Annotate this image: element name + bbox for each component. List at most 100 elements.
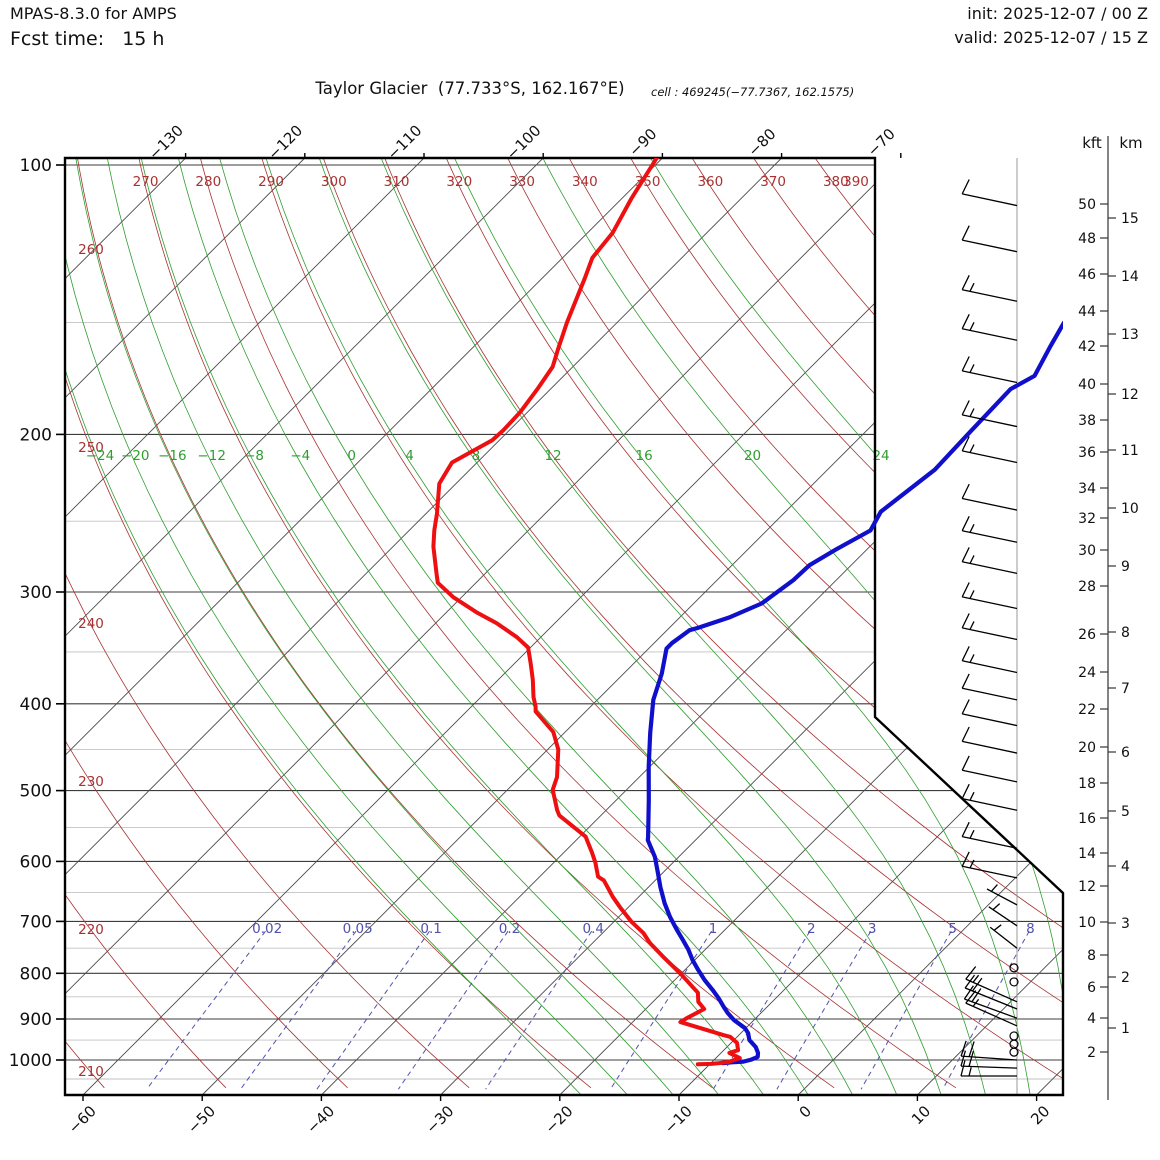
svg-text:24: 24	[872, 448, 889, 464]
svg-text:20: 20	[1027, 1102, 1053, 1128]
height-axis: kft km50484644424038363432302826242220181…	[1078, 134, 1143, 1100]
svg-text:250: 250	[78, 440, 104, 456]
svg-text:300: 300	[20, 583, 52, 603]
svg-text:18: 18	[1078, 776, 1096, 792]
cell-note: cell : 469245(−77.7367, 162.1575)	[651, 85, 855, 99]
svg-text:900: 900	[20, 1010, 52, 1030]
svg-text:0: 0	[796, 1102, 815, 1121]
svg-text:310: 310	[384, 174, 410, 190]
svg-text:34: 34	[1078, 481, 1096, 497]
svg-text:44: 44	[1078, 304, 1096, 320]
svg-text:8: 8	[1087, 948, 1096, 964]
svg-text:0.05: 0.05	[343, 921, 373, 937]
svg-text:370: 370	[760, 174, 786, 190]
svg-text:800: 800	[20, 964, 52, 984]
chart-title: Taylor Glacier (77.733°S, 162.167°E)	[315, 79, 625, 98]
svg-text:1000: 1000	[9, 1051, 52, 1071]
svg-text:−20: −20	[121, 448, 150, 464]
svg-text:14: 14	[1078, 846, 1096, 862]
svg-text:0: 0	[347, 448, 356, 464]
svg-text:24: 24	[1078, 665, 1096, 681]
svg-text:0.1: 0.1	[420, 921, 441, 937]
svg-text:8: 8	[1121, 625, 1130, 641]
temperature-curve	[431, 158, 742, 1067]
svg-text:300: 300	[321, 174, 347, 190]
moist-adiabats	[65, 158, 1063, 1095]
svg-text:230: 230	[78, 774, 104, 790]
model-name: MPAS-8.3.0 for AMPS	[10, 4, 177, 23]
svg-text:500: 500	[20, 782, 52, 802]
svg-text:10: 10	[908, 1102, 934, 1128]
svg-text:600: 600	[20, 852, 52, 872]
svg-text:210: 210	[78, 1064, 104, 1080]
svg-text:50: 50	[1078, 197, 1096, 213]
svg-text:4: 4	[1121, 859, 1130, 875]
sounding-curves	[431, 158, 1063, 1067]
svg-text:26: 26	[1078, 627, 1096, 643]
svg-text:10: 10	[1121, 501, 1139, 517]
svg-text:11: 11	[1121, 443, 1139, 459]
svg-text:−16: −16	[158, 448, 187, 464]
bottom-temperature-axis: −60 −50 −40 −30 −20 −10 0 10 20	[65, 1095, 1053, 1137]
svg-text:1: 1	[709, 921, 718, 937]
svg-text:220: 220	[78, 922, 104, 938]
svg-text:16: 16	[1078, 811, 1096, 827]
svg-text:4: 4	[405, 448, 414, 464]
svg-text:270: 270	[133, 174, 159, 190]
svg-text:−80: −80	[745, 125, 780, 160]
svg-text:13: 13	[1121, 327, 1139, 343]
svg-text:12: 12	[1121, 387, 1139, 403]
svg-text:38: 38	[1078, 413, 1096, 429]
svg-text:0.4: 0.4	[583, 921, 604, 937]
svg-text:20: 20	[1078, 740, 1096, 756]
svg-text:3: 3	[868, 921, 877, 937]
svg-text:36: 36	[1078, 445, 1096, 461]
svg-text:4: 4	[1087, 1011, 1096, 1027]
svg-text:2: 2	[1087, 1045, 1096, 1061]
svg-text:0.2: 0.2	[499, 921, 520, 937]
svg-text:320: 320	[446, 174, 472, 190]
svg-text:−4: −4	[290, 448, 310, 464]
svg-text:14: 14	[1121, 269, 1139, 285]
valid-time: valid: 2025-12-07 / 15 Z	[954, 28, 1148, 47]
svg-text:390: 390	[843, 174, 869, 190]
forecast-time: Fcst time: 15 h	[10, 28, 165, 50]
svg-text:380: 380	[823, 174, 849, 190]
svg-text:1: 1	[1121, 1021, 1130, 1037]
svg-text:16: 16	[636, 448, 653, 464]
svg-text:12: 12	[1078, 879, 1096, 895]
plot-border	[63, 156, 1065, 1097]
svg-text:−30: −30	[422, 1102, 457, 1137]
svg-text:28: 28	[1078, 579, 1096, 595]
svg-text:22: 22	[1078, 702, 1096, 718]
svg-text:330: 330	[509, 174, 535, 190]
svg-text:7: 7	[1121, 681, 1130, 697]
svg-text:32: 32	[1078, 511, 1096, 527]
svg-text:100: 100	[20, 156, 52, 176]
svg-text:30: 30	[1078, 543, 1096, 559]
pressure-gridlines	[65, 164, 1063, 1080]
svg-text:15: 15	[1121, 211, 1139, 227]
svg-text:0.02: 0.02	[252, 921, 282, 937]
svg-text:−20: −20	[542, 1102, 577, 1137]
svg-text:360: 360	[697, 174, 723, 190]
svg-text:280: 280	[195, 174, 221, 190]
svg-text:−90: −90	[625, 125, 660, 160]
svg-text:km: km	[1119, 134, 1142, 152]
svg-text:−70: −70	[864, 125, 899, 160]
svg-text:340: 340	[572, 174, 598, 190]
svg-text:−10: −10	[661, 1102, 696, 1137]
svg-text:12: 12	[544, 448, 561, 464]
svg-text:20: 20	[744, 448, 761, 464]
isotherms	[65, 158, 1063, 1095]
svg-text:3: 3	[1121, 916, 1130, 932]
svg-text:−60: −60	[65, 1102, 100, 1137]
svg-text:−24: −24	[86, 448, 115, 464]
svg-text:5: 5	[1121, 804, 1130, 820]
svg-text:2: 2	[1121, 970, 1130, 986]
svg-text:2: 2	[807, 921, 816, 937]
svg-text:400: 400	[20, 695, 52, 715]
